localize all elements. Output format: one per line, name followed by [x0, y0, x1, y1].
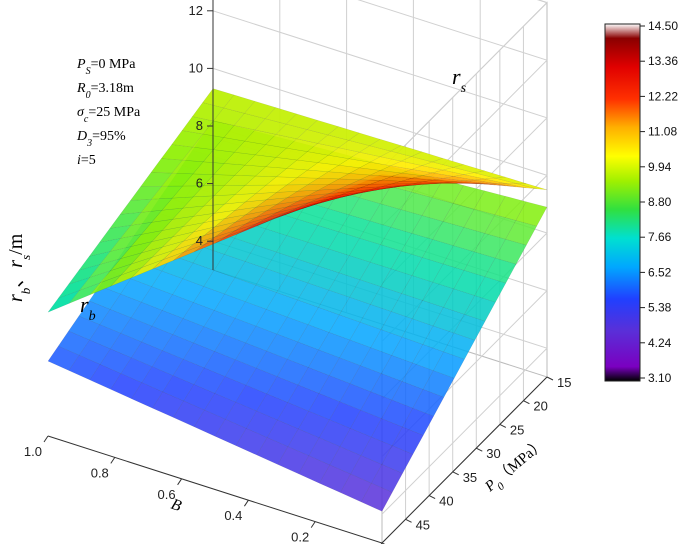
- b-tick-mark: [243, 499, 249, 507]
- surface-cell: [452, 185, 485, 210]
- surface-cell: [452, 164, 485, 173]
- p-tick-label: 35: [463, 470, 477, 485]
- p-axis-title: P0（MPa）: [481, 435, 552, 499]
- series-label-rs: rs: [452, 64, 467, 96]
- colorbar-tick-label: 9.94: [648, 160, 672, 174]
- annotation-2: σc=25 MPa: [77, 105, 141, 125]
- colorbar: [604, 23, 641, 382]
- z-tick-label: 10: [189, 60, 203, 75]
- b-tick-mark: [177, 478, 183, 486]
- p-tick-label: 25: [510, 422, 524, 437]
- parameter-annotations: PS=0 MPa R0=3.18m σc=25 MPa D3=95% i=5: [76, 57, 141, 168]
- surface-cell: [285, 113, 318, 130]
- colorbar-ticks: 14.50 13.36 12.22 11.08 9.94 8.80 7.66 6.52 5.38…: [640, 19, 678, 385]
- colorbar-tick-label: 12.22: [648, 89, 678, 103]
- z-tick-label: 6: [196, 176, 203, 191]
- p-tick-label: 50: [392, 541, 406, 544]
- p-tick-label: 45: [416, 517, 430, 532]
- b-tick-mark: [310, 521, 316, 528]
- colorbar-tick-label: 6.52: [648, 265, 672, 279]
- colorbar-tick-label: 3.10: [648, 371, 672, 385]
- p-tick-label: 40: [439, 494, 453, 509]
- p-tick-mark: [546, 376, 554, 381]
- colorbar-tick-label: 11.08: [648, 125, 677, 139]
- colorbar-tick-label: 13.36: [648, 54, 678, 68]
- surface-cell: [369, 138, 402, 152]
- surface-cell: [494, 176, 527, 184]
- p-tick-mark: [523, 400, 530, 405]
- b-tick-label: 0.4: [224, 508, 242, 523]
- z-tick-label: 4: [196, 233, 203, 248]
- annotation-4: i=5: [77, 153, 96, 168]
- surfaces: [47, 88, 548, 512]
- p-tick-label: 30: [486, 446, 500, 461]
- z-axis-title: rb、rs/m: [5, 233, 33, 302]
- surface-cell: [473, 190, 506, 215]
- colorbar-tick-label: 7.66: [648, 230, 672, 244]
- b-tick-label: 0.8: [91, 465, 109, 480]
- b-tick-mark: [110, 457, 116, 464]
- annotation-0: PS=0 MPa: [76, 57, 136, 77]
- b-axis-line: [47, 435, 383, 544]
- p-tick-mark: [452, 471, 459, 476]
- annotation-3: D3=95%: [76, 129, 126, 149]
- p-tick-label: 15: [557, 375, 571, 390]
- colorbar-tick-label: 8.80: [648, 195, 672, 209]
- axes: 468101214161.00.80.60.40.20.015202530354…: [24, 0, 571, 544]
- p-tick-mark: [405, 518, 412, 523]
- surface-cell: [306, 119, 339, 136]
- p-tick-label: 20: [533, 399, 547, 414]
- colorbar-tick-label: 14.50: [648, 19, 678, 33]
- b-tick-label: 1.0: [24, 444, 42, 459]
- surface-cell: [431, 157, 465, 168]
- z-tick-label: 12: [189, 3, 203, 18]
- b-tick-mark: [43, 435, 49, 443]
- surface-rs: [47, 88, 548, 313]
- annotation-1: R0=3.18m: [76, 81, 134, 101]
- z-gridline: [381, 0, 548, 169]
- p-axis-line: [381, 376, 548, 544]
- p-tick-mark: [476, 447, 483, 452]
- surface-cell: [474, 170, 506, 179]
- b-tick-label: 0.2: [291, 530, 309, 544]
- surface-cell: [202, 88, 235, 109]
- colorbar-tick-label: 4.24: [648, 336, 672, 350]
- p-tick-mark: [499, 423, 507, 428]
- series-label-rb: rb: [80, 292, 96, 324]
- colorbar-tick-label: 5.38: [648, 301, 672, 315]
- z-tick-label: 8: [196, 118, 203, 133]
- surface-cell: [389, 145, 423, 157]
- b-tick-label: 0.6: [158, 487, 176, 502]
- p-tick-mark: [428, 495, 436, 500]
